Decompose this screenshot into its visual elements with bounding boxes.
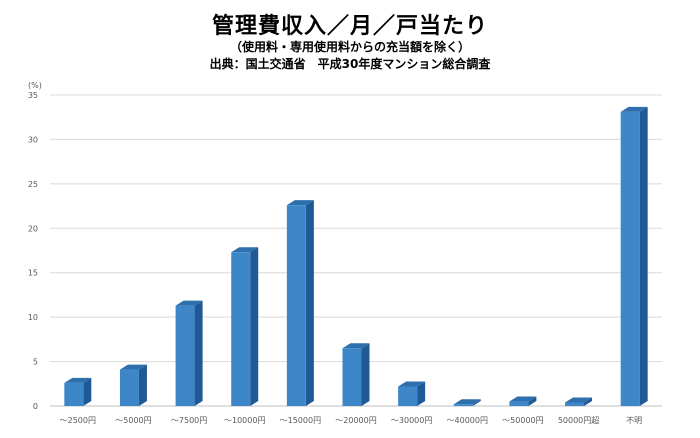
x-tick-label: ～50000円 [502, 416, 543, 425]
x-tick-label: ～40000円 [447, 416, 488, 425]
bar-top [119, 364, 147, 370]
bar-side [472, 399, 481, 406]
y-tick-label: 10 [28, 313, 38, 322]
bar-side [584, 397, 593, 406]
bar-front [286, 205, 306, 406]
x-axis-ticks: ～2500円 ～5000円 ～7500円 ～10000円 ～15000円 ～20000円 ～… [60, 415, 643, 425]
x-tick-label: ～2500円 [60, 416, 96, 425]
bar [398, 381, 426, 406]
bar [509, 396, 537, 406]
x-tick-label: 50000円超 [558, 415, 599, 425]
y-axis-ticks: 0 5 10 15 20 25 30 35 [28, 91, 38, 411]
bar [453, 399, 481, 406]
bar-side [305, 200, 314, 406]
bar-top [398, 381, 426, 387]
x-tick-label: ～5000円 [115, 416, 151, 425]
bar-side [639, 106, 648, 406]
x-tick-label: 不明 [626, 416, 642, 425]
bar-top [231, 247, 259, 253]
gridlines [50, 94, 662, 407]
y-tick-label: 15 [28, 269, 38, 278]
bar-side [417, 381, 426, 406]
x-tick-label: ～30000円 [391, 416, 432, 425]
bar-side [138, 364, 147, 406]
bar-front [119, 369, 139, 406]
y-tick-label: 30 [28, 135, 38, 144]
bars [64, 106, 648, 406]
bar-top [342, 343, 370, 349]
chart-source: 出典：国土交通省 平成30年度マンション総合調査 [209, 57, 491, 71]
bar-top [565, 397, 593, 403]
bar [175, 300, 203, 406]
bar-front [175, 305, 195, 406]
bar-front [509, 401, 529, 406]
x-tick-label: ～20000円 [335, 416, 376, 425]
bar [64, 377, 92, 406]
bar-front [620, 111, 640, 406]
bar-top [64, 377, 92, 383]
y-tick-label: 0 [33, 402, 38, 411]
bar-front [342, 348, 362, 406]
bar-top [175, 300, 203, 306]
y-axis-unit: (%) [28, 81, 42, 90]
bar-top [286, 200, 314, 206]
y-tick-label: 5 [33, 358, 38, 367]
bar [231, 247, 259, 406]
y-tick-label: 25 [28, 180, 38, 189]
chart-subtitle: （使用料・専用使用料からの充当額を除く） [229, 40, 470, 54]
bar-top [509, 396, 537, 402]
bar-front [64, 382, 84, 406]
bar-side [194, 300, 203, 406]
chart-title: 管理費収入／月／戸当たり [211, 14, 488, 39]
bar [119, 364, 147, 406]
bar [565, 397, 593, 406]
bar-side [528, 396, 537, 406]
bar [342, 343, 370, 406]
bar-front [231, 252, 251, 406]
bar-side [83, 377, 92, 406]
bar-side [361, 343, 370, 406]
bar-top [453, 399, 481, 405]
bar-front [453, 404, 473, 406]
y-tick-label: 35 [28, 91, 38, 100]
bar [620, 106, 648, 406]
y-tick-label: 20 [28, 224, 38, 233]
bar-top [620, 106, 648, 112]
x-tick-label: ～15000円 [280, 416, 321, 425]
bar-front [565, 402, 585, 406]
bar [286, 200, 314, 406]
bar-side [250, 247, 259, 406]
bar-front [398, 386, 418, 406]
x-tick-label: ～10000円 [224, 416, 265, 425]
x-tick-label: ～7500円 [171, 416, 207, 425]
